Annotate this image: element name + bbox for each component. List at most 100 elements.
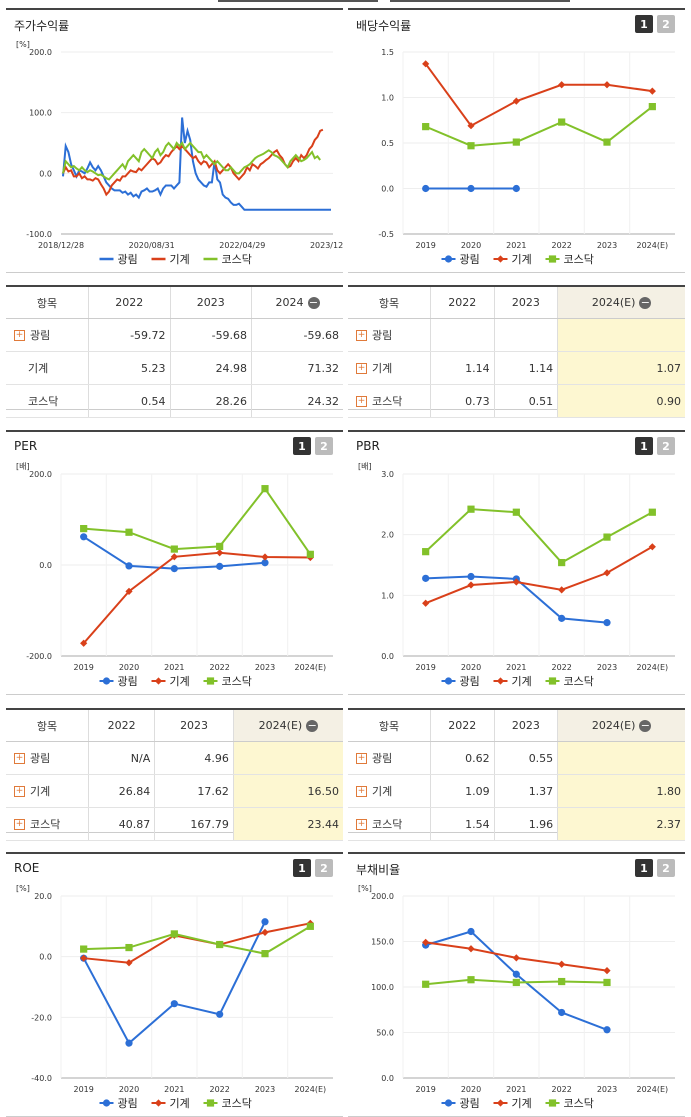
series-line-코스닥 (424, 508, 653, 564)
table-cell: 0.90 (557, 384, 685, 418)
panel-title: 주가수익률 (14, 19, 70, 33)
table-cell: 28.26 (169, 384, 252, 418)
x-tick-label: 2019 (415, 1085, 435, 1094)
table-cell: 1.09 (430, 774, 495, 808)
data-point (558, 81, 566, 89)
x-tick-label: 2019 (415, 241, 435, 250)
column-header: 2023 (154, 710, 234, 742)
expand-icon[interactable]: + (14, 752, 25, 764)
expand-icon[interactable]: + (356, 329, 367, 341)
tab-1[interactable]: 1 (635, 859, 653, 877)
table-cell: 1.07 (557, 351, 685, 385)
table-cell: 26.84 (87, 774, 155, 808)
table-row: + 코스닥 0.73 0.51 0.90 (348, 384, 685, 418)
series-line-기계 (82, 551, 311, 644)
collapse-icon[interactable]: − (639, 296, 652, 309)
x-tick-label: 2020 (461, 1085, 481, 1094)
x-tick-label: 2022 (551, 1085, 571, 1094)
table-row: + 기계 26.84 17.62 16.50 (6, 774, 343, 808)
expand-icon[interactable]: + (356, 752, 367, 764)
y-tick-label: 100.0 (371, 983, 394, 992)
x-tick-label: 2023 (255, 1085, 275, 1094)
table-cell: 0.55 (493, 741, 558, 775)
tab-1[interactable]: 1 (635, 437, 653, 455)
data-point (422, 184, 430, 193)
unit-label: [%] (16, 40, 30, 49)
y-tick-label: 0.0 (39, 953, 52, 962)
data-point (216, 562, 224, 570)
expand-icon[interactable]: + (14, 785, 25, 797)
table-row: + 기계 1.14 1.14 1.07 (348, 351, 685, 385)
tab-1[interactable]: 1 (293, 859, 311, 877)
data-point (422, 548, 430, 556)
data-point (512, 954, 520, 962)
pbr-table: 항목 2022 2023 2024(E) − + 광림 0.62 0.55 + 기계 1.09 1.37… (348, 708, 685, 841)
tab-2[interactable]: 2 (657, 859, 675, 877)
data-point (467, 122, 475, 130)
data-point (512, 138, 520, 146)
y-tick-label: 0.0 (381, 652, 394, 661)
table-cell: 1.14 (430, 351, 495, 385)
data-point (306, 922, 314, 930)
y-tick-label: -20.0 (31, 1013, 52, 1022)
data-point (125, 562, 133, 570)
table-row: + 광림 N/A 4.96 (6, 741, 343, 775)
collapse-icon[interactable]: − (306, 719, 319, 732)
data-point (558, 558, 566, 567)
data-point (648, 508, 656, 516)
collapse-icon[interactable]: − (307, 296, 320, 309)
data-point (170, 545, 178, 553)
expand-icon[interactable]: + (356, 395, 367, 407)
legend-marker (206, 677, 215, 685)
x-tick-label: 2021 (164, 1085, 184, 1094)
x-tick-label: 2020 (119, 1085, 139, 1094)
row-label: + 광림 (348, 741, 431, 775)
collapse-icon[interactable]: − (639, 719, 652, 732)
column-header: 항목 (348, 287, 431, 319)
data-point (467, 945, 475, 953)
expand-icon[interactable]: + (356, 362, 367, 374)
x-tick-label: 2022 (209, 1085, 229, 1094)
x-tick-label: 2021 (164, 663, 184, 672)
expand-icon[interactable]: + (356, 785, 367, 797)
series-line-기계 (62, 128, 324, 197)
column-header: 2023 (169, 287, 252, 319)
table-cell: 24.32 (251, 384, 343, 418)
tab-2[interactable]: 2 (315, 859, 333, 877)
legend-label: 광림 (460, 675, 480, 688)
table-cell: 71.32 (251, 351, 343, 385)
expand-icon[interactable]: + (14, 329, 25, 341)
legend-label: 기계 (170, 1097, 190, 1110)
dividend-yield-table: 항목 2022 2023 2024(E) − + 광림 + 기계 1.14 1.14 1.07 + 코스닥… (348, 285, 685, 418)
series-line-코스닥 (425, 105, 653, 147)
table-cell: N/A (87, 741, 155, 775)
column-header: 2024(E) − (232, 710, 343, 742)
y-tick-label: 1.5 (381, 48, 394, 57)
table-cell: 24.98 (169, 351, 252, 385)
legend-marker (444, 677, 453, 685)
legend-label: 코스닥 (222, 1097, 252, 1110)
tab-1[interactable]: 1 (293, 437, 311, 455)
table-cell: 1.37 (493, 774, 558, 808)
x-tick-label: 2020/08/31 (129, 241, 175, 250)
panel-title: 부채비율 (356, 863, 401, 877)
data-point (603, 138, 611, 146)
expand-icon[interactable]: + (14, 818, 25, 830)
column-header: 항목 (348, 710, 431, 742)
tab-2[interactable]: 2 (315, 437, 333, 455)
data-point (125, 943, 133, 952)
tab-2[interactable]: 2 (657, 15, 675, 33)
row-label: + 기계 (348, 774, 431, 808)
series-line-광림 (62, 117, 331, 211)
x-tick-label: 2023 (597, 1085, 617, 1094)
dividend-yield-chart: 1.5 1.0 0.5 0.0 -0.5 2019 2020 2021 2022 2023 2024… (378, 48, 675, 266)
tab-1[interactable]: 1 (635, 15, 653, 33)
data-point (125, 528, 133, 536)
expand-icon[interactable]: + (356, 818, 367, 830)
data-point (558, 614, 566, 622)
column-header: 2022 (87, 710, 155, 742)
x-tick-label: 2023/12/28 (310, 241, 343, 250)
data-point (467, 505, 475, 513)
tab-2[interactable]: 2 (657, 437, 675, 455)
y-tick-label: 200.0 (371, 892, 394, 901)
